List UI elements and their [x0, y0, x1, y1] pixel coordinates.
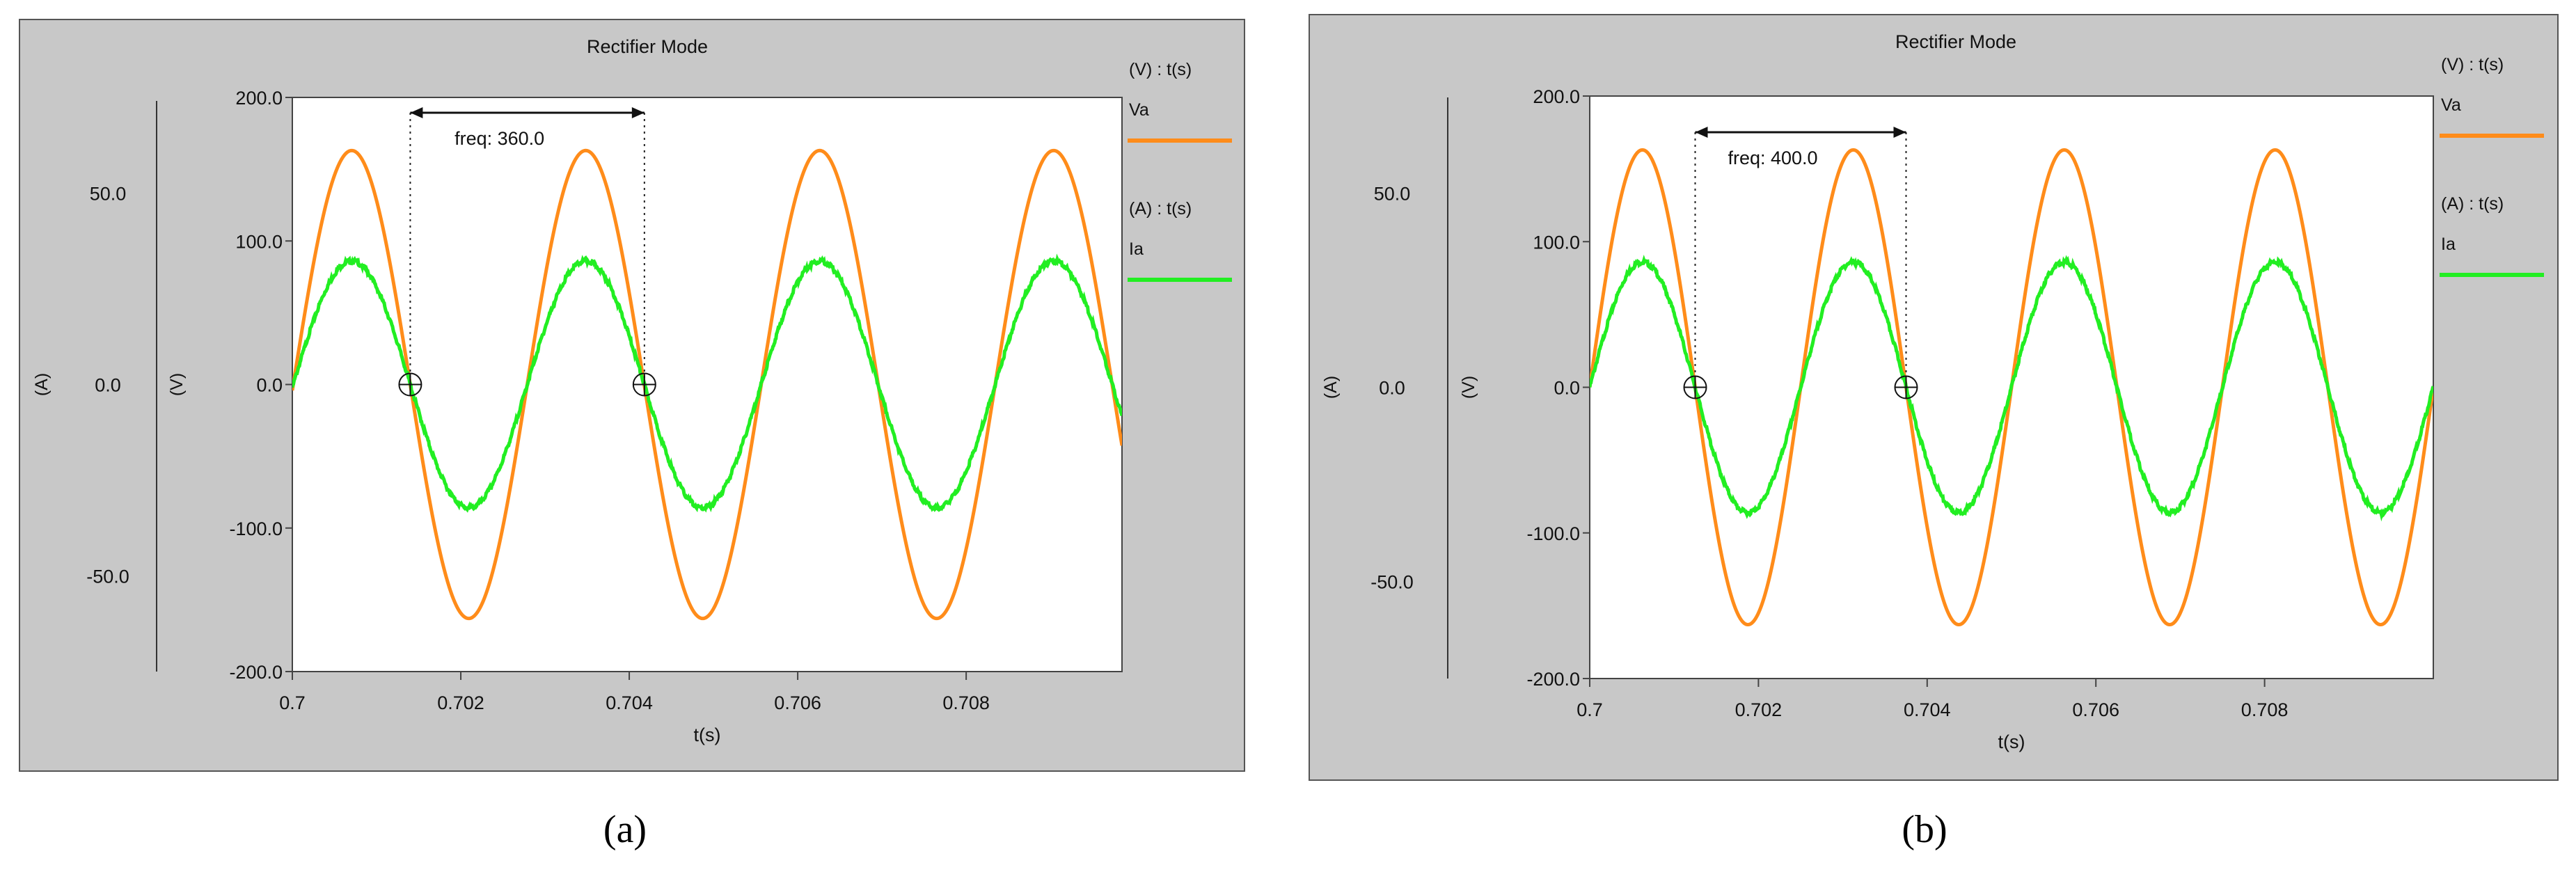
x-tick-label: 0.704	[1904, 699, 1951, 720]
legend-entry-ia: Ia	[1129, 239, 1144, 259]
chart-title: Rectifier Mode	[587, 36, 708, 57]
outer-y-tick-label: 50.0	[90, 184, 127, 205]
panel-caption: (b)	[1902, 808, 1947, 851]
y-axis-label-a: (A)	[32, 373, 52, 396]
outer-y-tick-label: 50.0	[1374, 184, 1411, 205]
legend-entry-va: Va	[1129, 100, 1149, 120]
y-axis-label-v: (V)	[167, 373, 187, 396]
legend-group-label: (A) : t(s)	[1129, 199, 1192, 219]
y-tick-label: -200.0	[229, 662, 283, 683]
freq-measurement-label: freq: 400.0	[1728, 148, 1817, 168]
x-tick-label: 0.7	[279, 692, 306, 713]
legend-group-label: (V) : t(s)	[1129, 60, 1192, 79]
x-tick-label: 0.706	[2072, 699, 2119, 720]
legend-group-label: (V) : t(s)	[2441, 55, 2504, 74]
x-tick-label: 0.7	[1577, 699, 1603, 720]
y-tick-label: -200.0	[1526, 669, 1580, 690]
y-tick-label: 0.0	[256, 375, 283, 396]
series-line-ia	[292, 253, 1122, 513]
y-tick-label: -100.0	[1526, 523, 1580, 544]
chart-panel-b: Rectifier Mode 200.0 100.0 0.0 -100.0 -200.0 (…	[1309, 14, 2559, 781]
freq-measurement-label: freq: 360.0	[455, 128, 544, 149]
x-tick-label: 0.708	[942, 692, 990, 713]
outer-y-tick-label: -50.0	[86, 566, 129, 587]
x-tick-label: 0.702	[1735, 699, 1783, 720]
x-axis-label: t(s)	[694, 724, 721, 745]
y-tick-label: 200.0	[235, 88, 283, 109]
series-line-ia	[1590, 255, 2433, 522]
plot-area	[292, 97, 1123, 672]
legend-entry-ia: Ia	[2441, 235, 2456, 254]
x-tick-label: 0.708	[2241, 699, 2289, 720]
arrowhead-right	[631, 107, 645, 118]
legend-group-label: (A) : t(s)	[2441, 194, 2504, 214]
y-tick-label: 0.0	[1554, 378, 1580, 399]
y-tick-label: 200.0	[1533, 86, 1580, 107]
series-line-va	[292, 148, 1122, 621]
legend-entry-va: Va	[2441, 95, 2461, 115]
y-tick-label: 100.0	[235, 231, 283, 252]
chart-title: Rectifier Mode	[1895, 31, 2016, 52]
panel-caption: (a)	[603, 808, 647, 851]
x-axis-label: t(s)	[1998, 731, 2025, 752]
x-tick-label: 0.706	[774, 692, 821, 713]
arrowhead-right	[1893, 127, 1906, 138]
x-tick-label: 0.702	[437, 692, 484, 713]
x-tick-label: 0.704	[606, 692, 653, 713]
arrowhead-left	[410, 107, 423, 118]
outer-y-tick-label: 0.0	[95, 375, 121, 396]
y-axis-label-v: (V)	[1459, 376, 1478, 399]
y-axis-label-a: (A)	[1321, 376, 1341, 399]
y-tick-label: -100.0	[229, 518, 283, 539]
outer-y-tick-label: 0.0	[1379, 378, 1405, 399]
arrowhead-left	[1695, 127, 1708, 138]
y-tick-label: 100.0	[1533, 232, 1580, 253]
outer-y-tick-label: -50.0	[1370, 572, 1414, 593]
chart-panel-a: Rectifier Mode 200.0 100.0 0.0 -100.0 -200.0 (…	[19, 19, 1245, 772]
